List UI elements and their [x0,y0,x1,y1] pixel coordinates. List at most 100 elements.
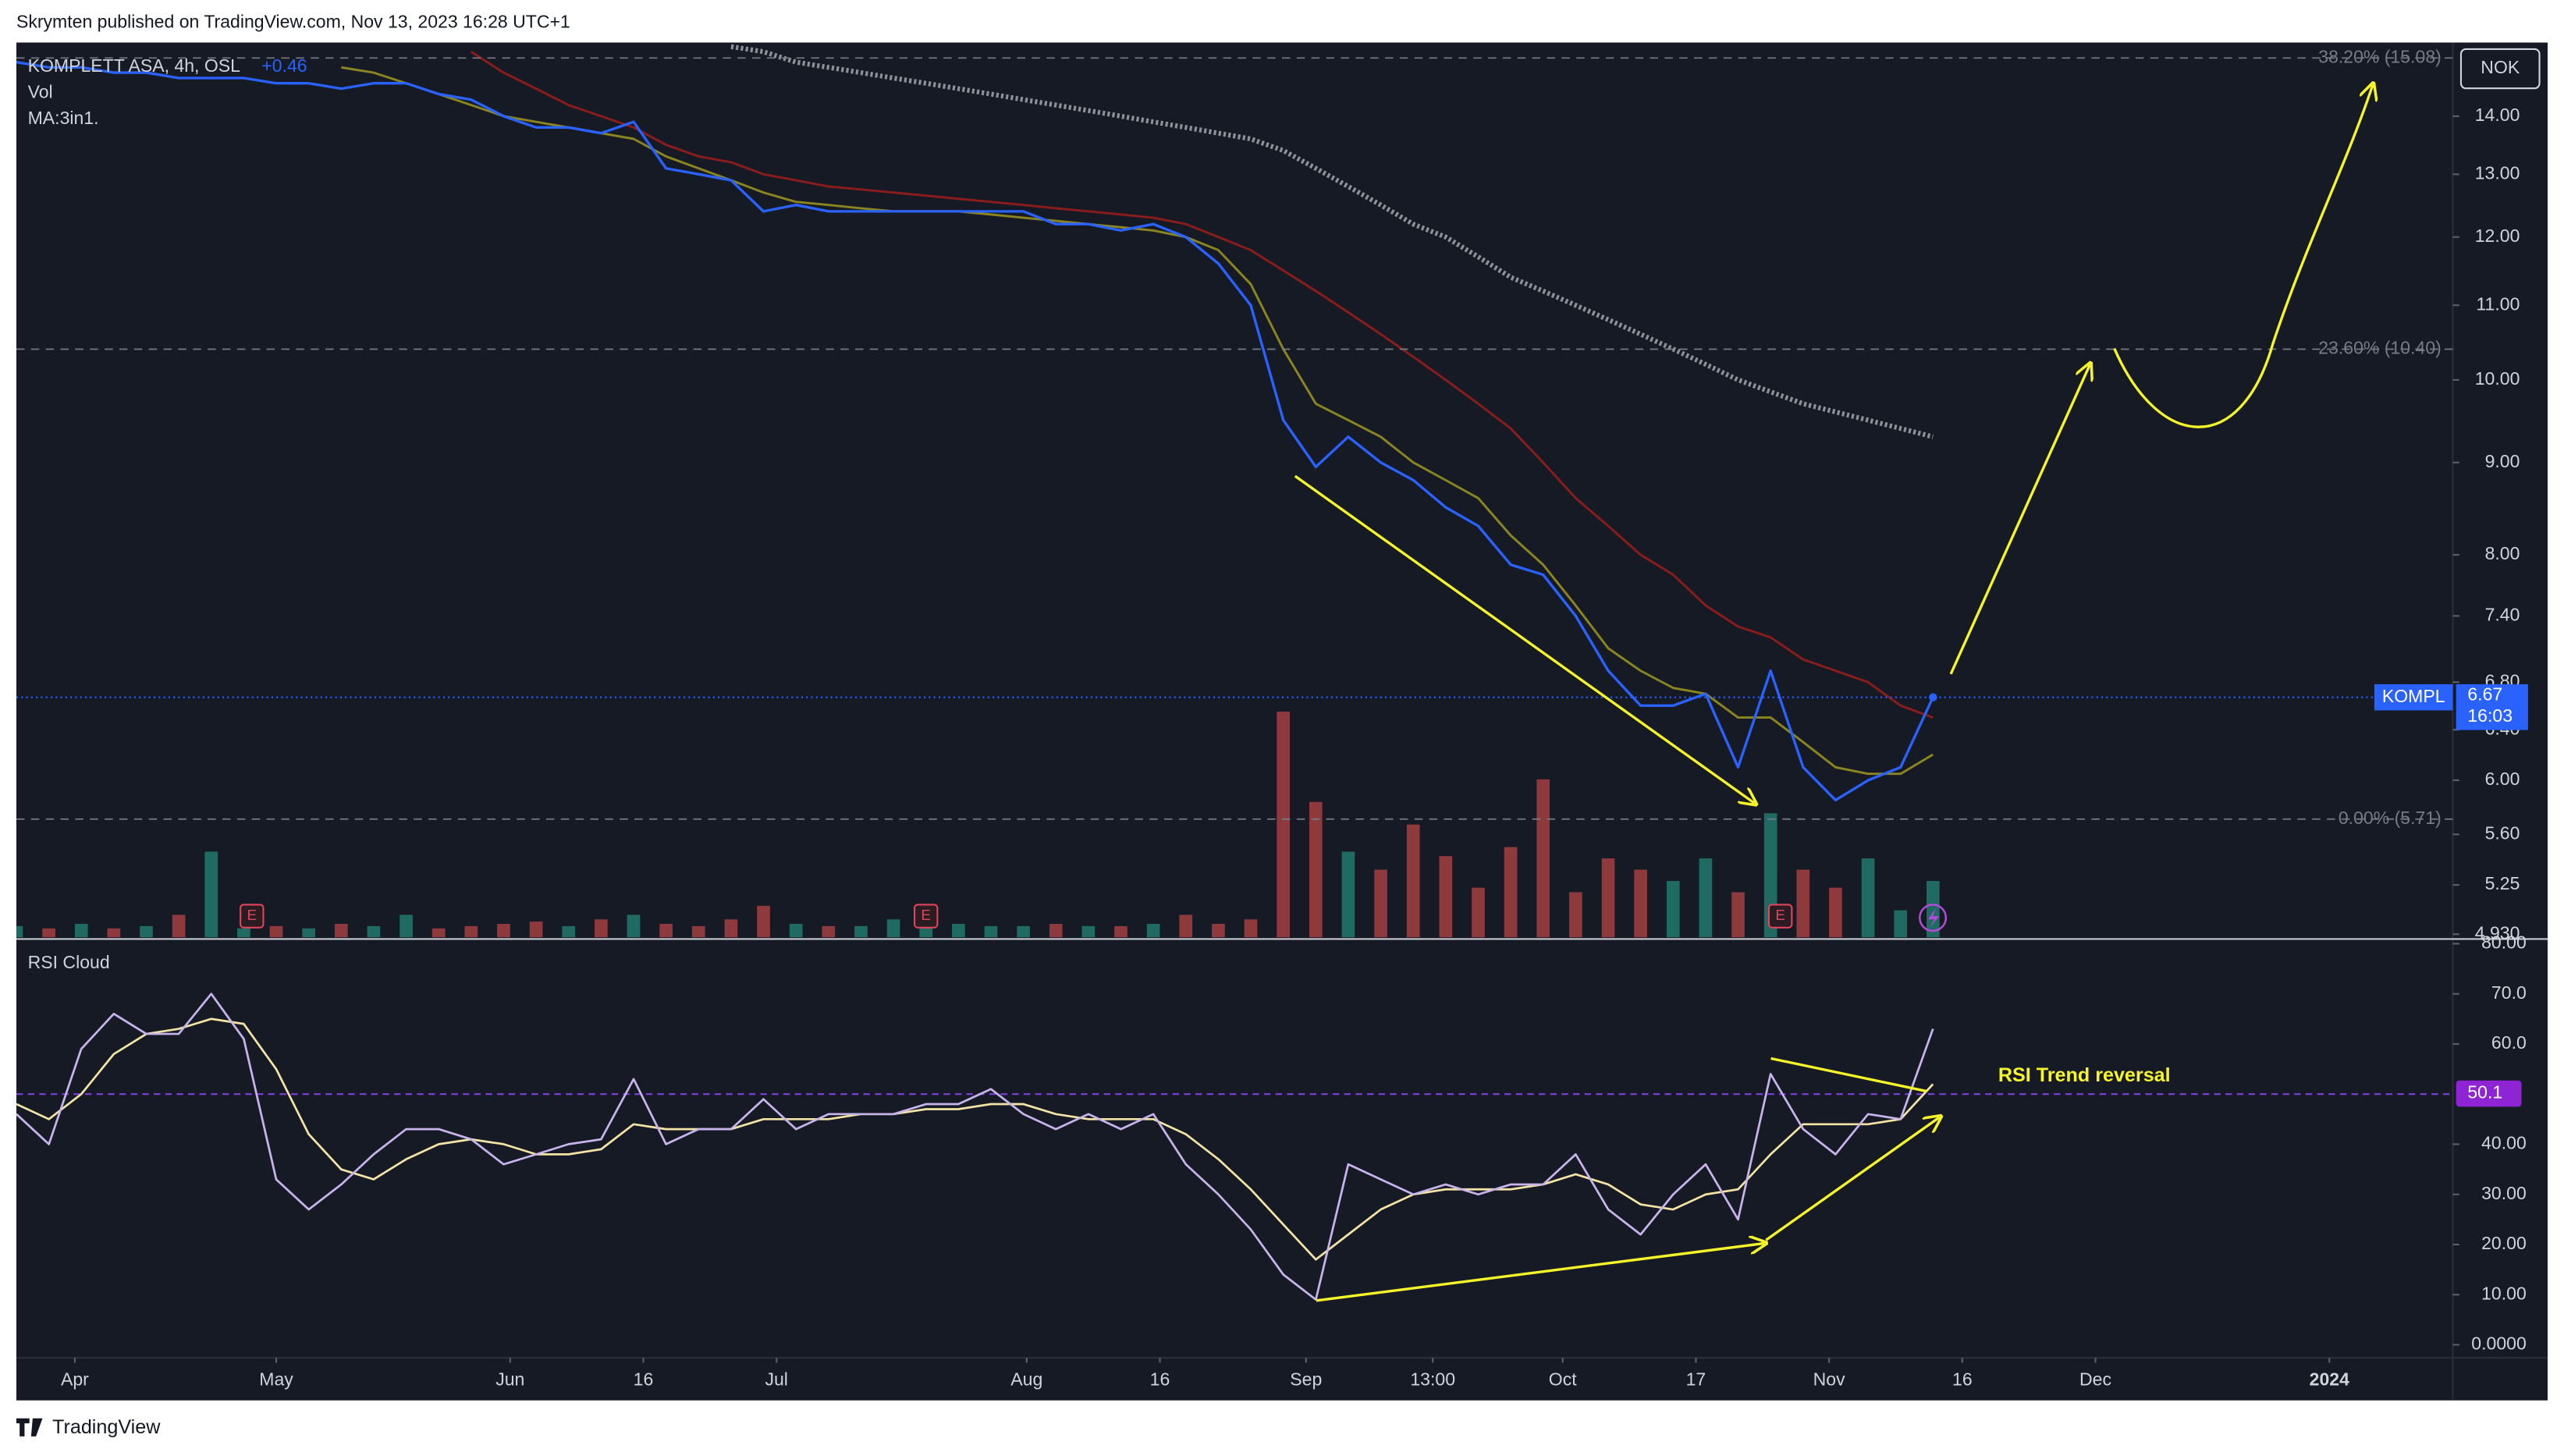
earnings-label: E [1775,907,1785,923]
rsi-title: RSI Cloud [28,952,110,972]
volume-bar [1699,858,1713,938]
x-tick-label: May [259,1369,293,1390]
currency-box[interactable] [2459,48,2541,90]
volume-bar [627,914,641,938]
y-tick-label: 10.00 [2475,368,2520,389]
volume-bar [1861,858,1875,938]
volume-bar [724,919,738,938]
series-line [16,1017,1934,1261]
volume-bar [1601,858,1615,938]
y-tick-label: 12.00 [2475,226,2520,246]
trend-arrow [1294,474,1755,803]
x-tick-label: Apr [61,1369,89,1390]
rsi-arrow [1316,1243,1764,1302]
header: Skrymten published on TradingView.com, N… [16,11,570,31]
volume-bar [757,905,770,938]
rsi-y-tick-label: 70.0 [2491,982,2527,1003]
series-line [16,61,1934,802]
currency: NOK [2481,57,2520,77]
volume-bar [1049,924,1063,938]
x-tick-label: 13:00 [1410,1369,1455,1390]
legend-vol: Vol [28,82,53,102]
volume-bar [1212,924,1225,938]
legend-change: +0.46 [261,55,307,76]
volume-bar [1634,869,1647,938]
rsi-last-box [2456,1080,2522,1107]
x-tick-label: Nov [1813,1369,1845,1390]
projection-curve [2113,85,2373,428]
volume-bar [204,851,218,938]
volume-bar [1341,851,1355,938]
rsi-y-tick-label: 20.00 [2481,1233,2527,1253]
volume-bar [1569,892,1582,938]
volume-bar [1894,910,1908,938]
volume-bar [302,928,315,938]
volume-bar [1472,887,1485,938]
volume-bar [16,925,23,938]
last-price-dot [1929,693,1937,701]
series-line [470,51,1934,719]
footer: TradingView [52,1416,161,1438]
volume-bar [1536,779,1550,938]
volume-bar [334,924,348,938]
volume-bar [952,924,965,938]
volume-bar [1829,887,1842,938]
y-tick-label: 11.00 [2476,293,2520,314]
volume-bar [1406,824,1420,938]
plot: E E E 14.00 13.00 12.00 11.00 10.00 9.00 8.00 7.40… [16,44,2528,1390]
rsi-y-tick-label: 10.00 [2481,1283,2527,1303]
event-icon-bolt [1927,907,1940,928]
rsi-line [1770,1056,1927,1093]
y-tick-label: 5.25 [2485,873,2520,893]
volume-bar [854,925,868,938]
y-tick-label: 9.00 [2485,451,2520,471]
y-tick-label: 6.00 [2485,769,2520,789]
x-tick-label: Aug [1010,1369,1042,1390]
volume-bar [400,914,413,938]
rsi-y-tick-label: 0.0000 [2471,1333,2526,1354]
rsi-arrow [1765,1117,1939,1241]
volume-bar [1796,869,1810,938]
price-label: 6.67 [2467,684,2502,705]
event-icon[interactable] [1919,904,1948,932]
volume-bar [1666,881,1680,938]
fib-label: 23.60% (10.40) [2318,338,2441,358]
volume-bar [1439,856,1453,938]
x-tick-label: 2024 [2310,1369,2349,1390]
volume-bar [1017,925,1030,938]
volume-bar [1081,925,1096,938]
fib-label: 38.20% (15.08) [2318,46,2441,66]
price-box [2456,684,2528,730]
series-line [730,44,1934,439]
legend-title: KOMPLETT ASA, 4h, OSL [28,55,241,76]
rsi-pane [16,993,2453,1301]
volume-bar [269,925,283,938]
x-tick-label: Dec [2079,1369,2111,1390]
countdown: 16:03 [2467,705,2513,726]
volume-bar [919,925,933,938]
volume-bar [1309,801,1323,938]
volume-bar [1146,924,1160,938]
x-tick-label: 17 [1686,1369,1706,1390]
y-tick-label: 5.60 [2485,822,2520,843]
y-tick-label: 14.00 [2475,105,2520,125]
rsi-y-tick-label: 60.0 [2491,1032,2527,1053]
drawings [1294,85,2373,1302]
volume-bar [595,919,608,938]
volume-bar [172,914,186,938]
y-tick-label: 8.00 [2485,543,2520,563]
y-tick-label: 13.00 [2475,162,2520,183]
x-tick-label: Sep [1290,1369,1322,1390]
volume-bar [1927,881,1940,938]
volume-bar [237,928,250,938]
earnings-marker [240,904,265,929]
volume-bar [1179,914,1193,938]
volume-bar [1374,869,1387,938]
rsi-last-label: 50.1 [2467,1082,2502,1103]
ticker: KOMPL [2382,686,2445,706]
volume-bar [822,925,836,938]
rsi-y-tick-label: 40.00 [2481,1133,2527,1153]
earnings-marker [913,904,939,929]
y-tick-label: 4.930 [2475,922,2520,943]
